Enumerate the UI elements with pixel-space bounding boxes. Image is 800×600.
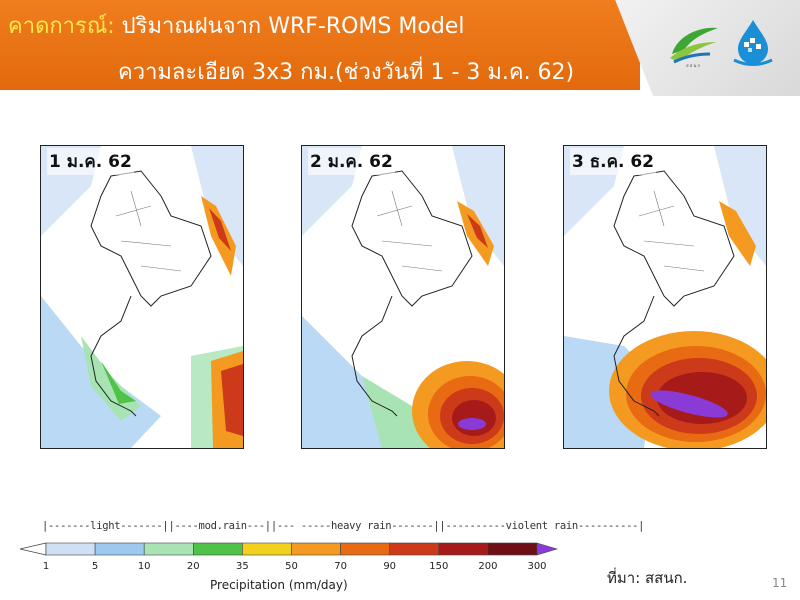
colorbar-tick-label: 70 bbox=[334, 561, 347, 572]
colorbar-tick-label: 50 bbox=[285, 561, 298, 572]
map-day2-image bbox=[302, 146, 504, 448]
rain-intensity-scale-header: |-------light-------||----mod.rain---||-… bbox=[42, 520, 645, 532]
precipitation-colorbar bbox=[19, 542, 559, 556]
page-number: 11 bbox=[772, 576, 788, 590]
map-date-label: 1 ม.ค. 62 bbox=[47, 148, 134, 175]
colorbar-segment bbox=[340, 542, 391, 556]
colorbar-segment bbox=[143, 542, 194, 556]
map-day3-image bbox=[564, 146, 766, 448]
water-drop-logo-icon bbox=[733, 20, 773, 66]
colorbar-low-arrow bbox=[19, 542, 47, 556]
colorbar-segment bbox=[487, 542, 538, 556]
page-title: คาดการณ์: ปริมาณฝนจาก WRF-ROMS Model bbox=[8, 8, 464, 43]
colorbar-segment bbox=[45, 542, 96, 556]
colorbar-segment bbox=[193, 542, 243, 556]
colorbar-tick-label: 10 bbox=[137, 561, 151, 572]
colorbar-tick-label: 35 bbox=[236, 561, 249, 572]
map-day1-image bbox=[41, 146, 243, 448]
colorbar-segment bbox=[242, 542, 292, 556]
colorbar-tick-label: 1 bbox=[42, 561, 50, 572]
svg-text:ส ส น ก: ส ส น ก bbox=[686, 63, 700, 68]
title-prefix: คาดการณ์: bbox=[8, 14, 115, 39]
colorbar-segment bbox=[438, 542, 489, 556]
colorbar-tick-label: 300 bbox=[527, 561, 547, 572]
colorbar-tick-label: 150 bbox=[429, 561, 449, 572]
colorbar-tick-label: 5 bbox=[91, 561, 99, 572]
header-banner: คาดการณ์: ปริมาณฝนจาก WRF-ROMS Model ควา… bbox=[0, 0, 800, 96]
colorbar-ticks: 1 5 10 20 35 50 70 90 150 200 300 bbox=[0, 561, 800, 575]
colorbar-segment bbox=[389, 542, 440, 556]
colorbar-axis-label: Precipitation (mm/day) bbox=[210, 578, 348, 592]
header-orange-band bbox=[0, 0, 640, 90]
forecast-map-day1: 1 ม.ค. 62 bbox=[40, 145, 244, 449]
agency-leaf-logo-icon: ส ส น ก bbox=[670, 27, 718, 68]
forecast-map-day2: 2 ม.ค. 62 bbox=[301, 145, 505, 449]
title-main: ปริมาณฝนจาก WRF-ROMS Model bbox=[114, 14, 465, 39]
colorbar-tick-label: 200 bbox=[478, 561, 498, 572]
map-date-label: 2 ม.ค. 62 bbox=[308, 148, 395, 175]
colorbar-segment bbox=[94, 542, 145, 556]
colorbar-high-arrow bbox=[536, 542, 559, 556]
page-subtitle: ความละเอียด 3x3 กม.(ช่วงวันที่ 1 - 3 ม.ค… bbox=[118, 60, 575, 85]
forecast-map-day3: 3 ธ.ค. 62 bbox=[563, 145, 767, 449]
colorbar-segment bbox=[291, 542, 341, 556]
colorbar-tick-label: 90 bbox=[383, 561, 397, 572]
map-date-label: 3 ธ.ค. 62 bbox=[570, 148, 656, 175]
source-credit: ที่มา: สสนก. bbox=[607, 569, 688, 587]
colorbar-tick-label: 20 bbox=[186, 561, 200, 572]
